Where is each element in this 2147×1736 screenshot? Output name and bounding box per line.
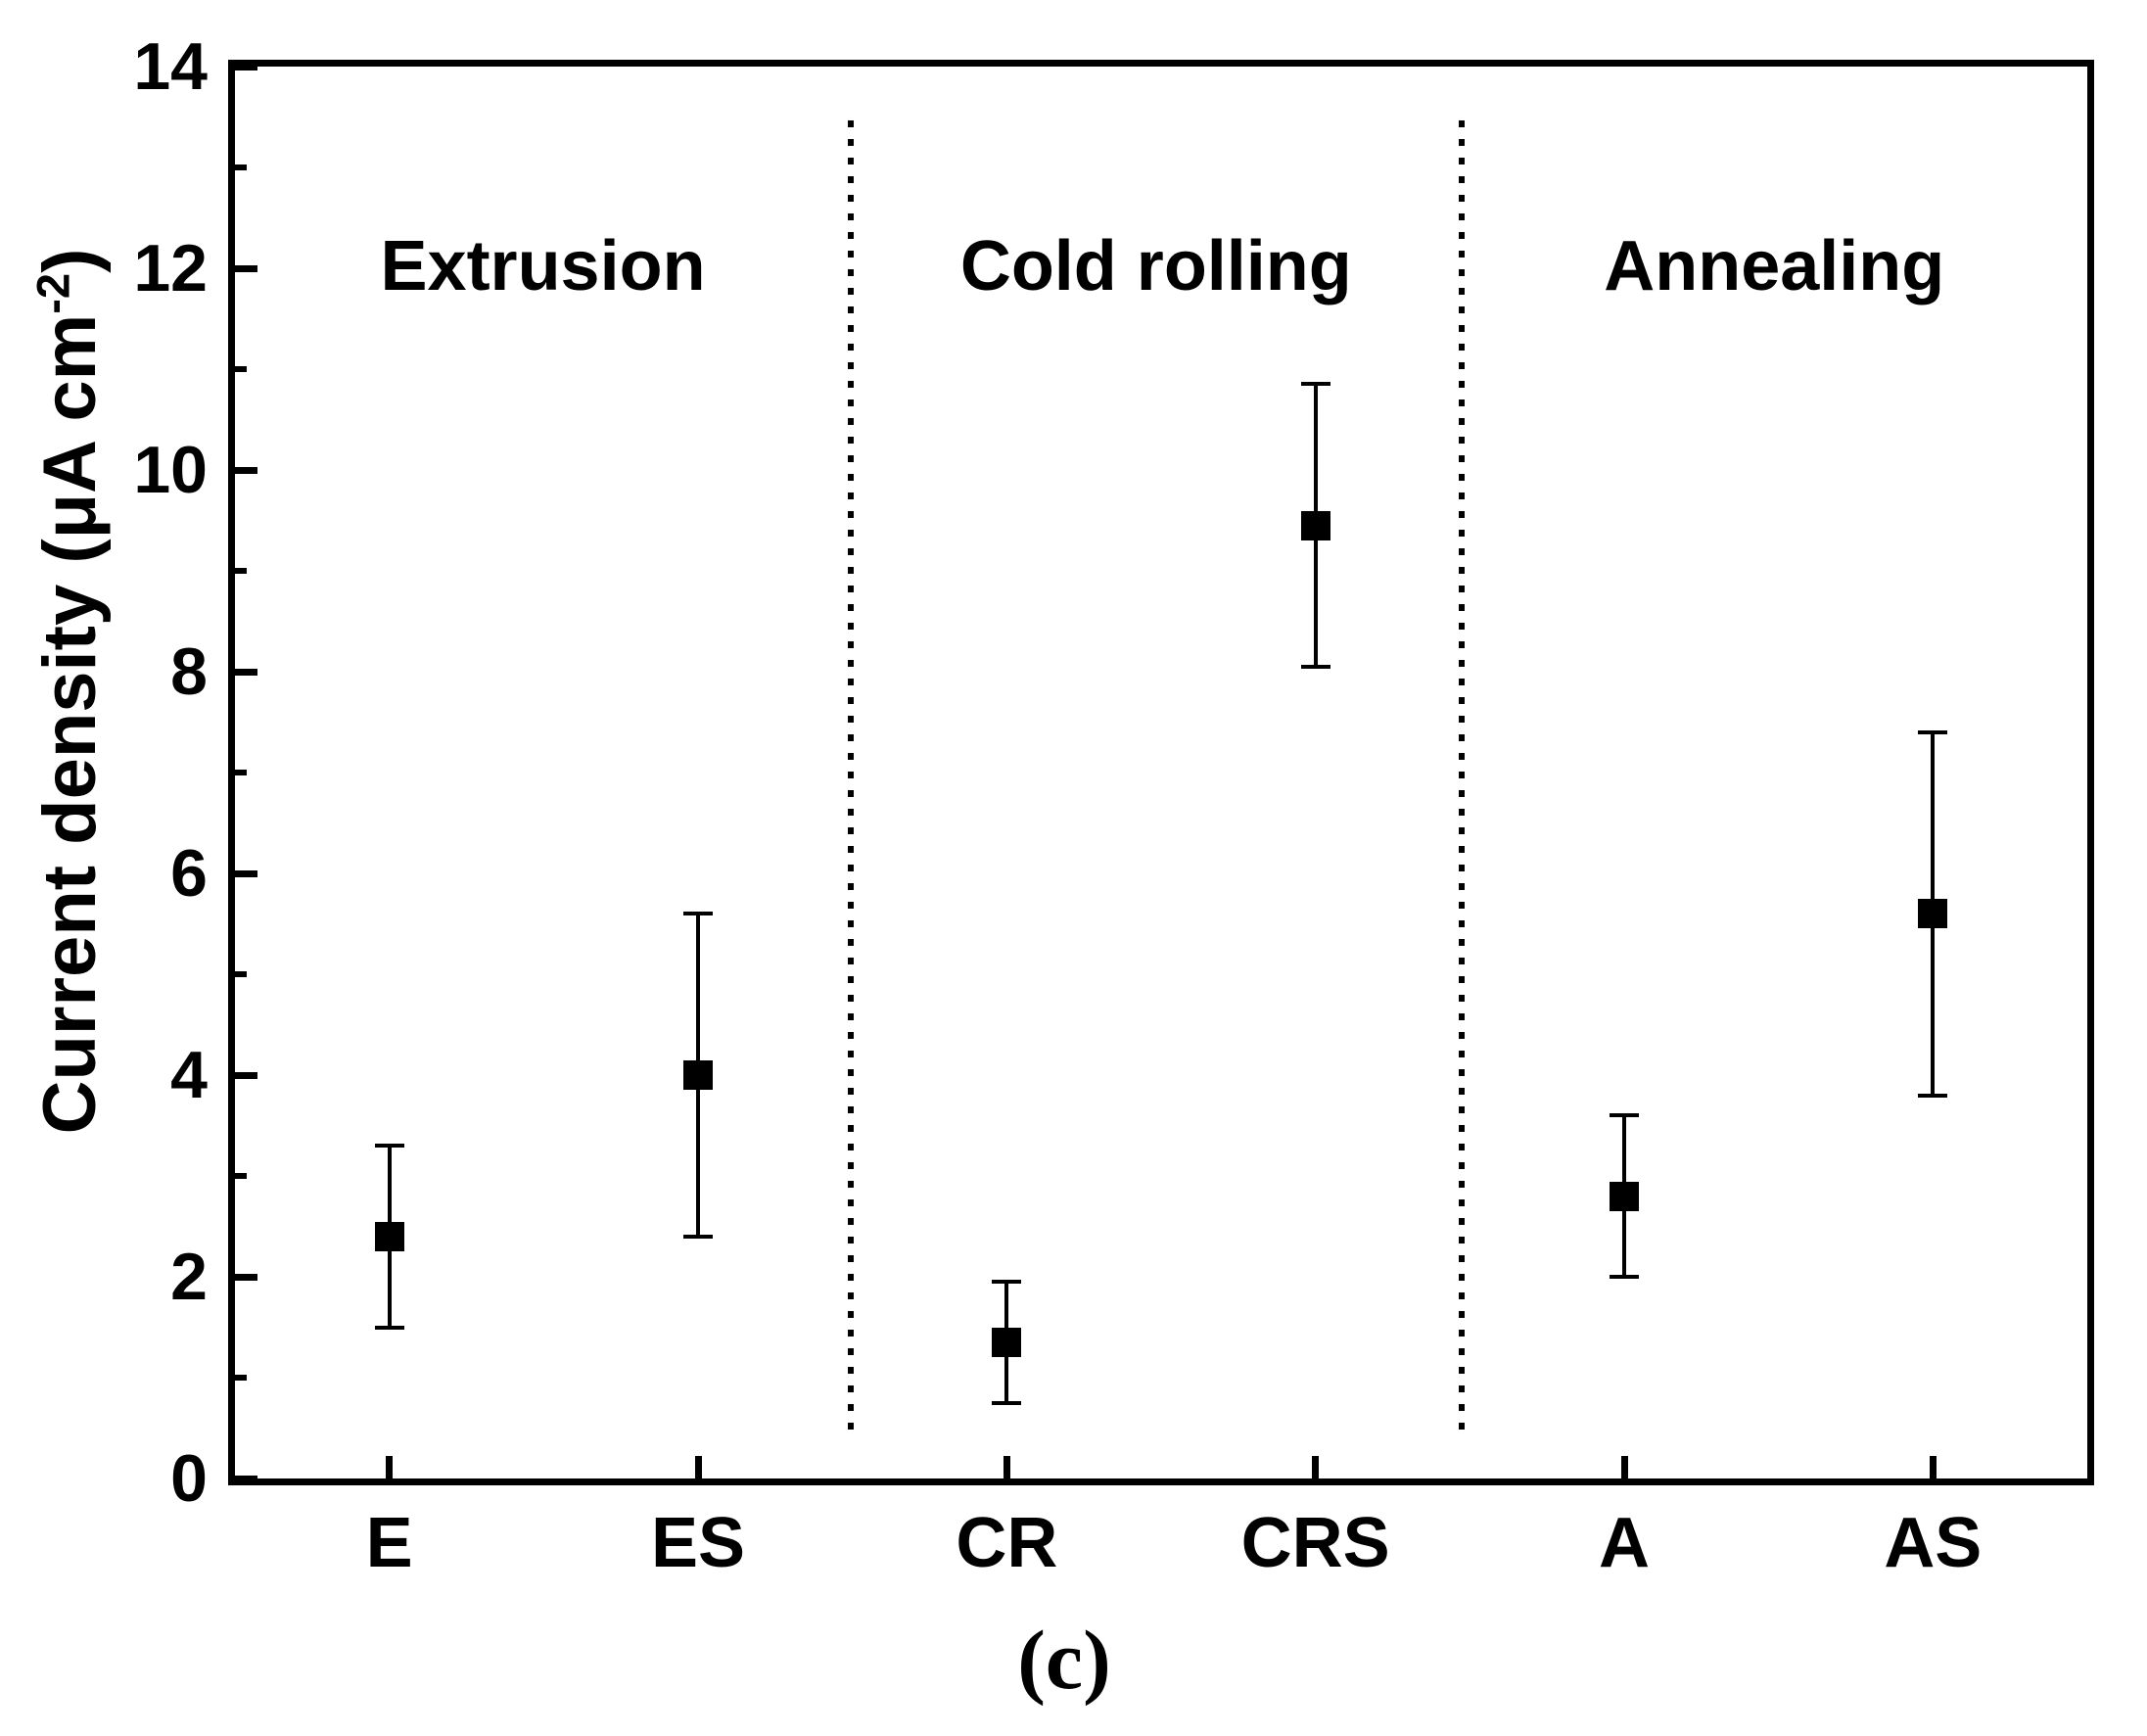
y-axis-tick-label: 0 [170, 1441, 208, 1516]
error-bar-cap-bottom-es [683, 1234, 713, 1239]
data-point-marker-cr [992, 1327, 1022, 1357]
figure-caption: (c) [1017, 1613, 1111, 1707]
y-major-tick [235, 1071, 257, 1079]
y-minor-tick [235, 1173, 247, 1179]
y-axis-tick-label: 8 [170, 634, 208, 709]
y-axis-tick-label: 12 [133, 231, 208, 305]
error-bar-cap-bottom-cr [992, 1400, 1022, 1405]
data-point-marker-e [374, 1221, 404, 1251]
data-point-marker-es [683, 1060, 713, 1090]
x-category-label-cr: CR [956, 1504, 1058, 1582]
y-minor-tick [235, 971, 247, 977]
error-bar-cap-top-crs [1300, 382, 1330, 387]
error-bar-cap-top-es [683, 912, 713, 916]
section-label-extrusion: Extrusion [380, 227, 706, 305]
x-tick [386, 1456, 394, 1478]
x-tick [1929, 1456, 1937, 1478]
y-minor-tick [235, 164, 247, 170]
y-major-tick [235, 869, 257, 877]
x-tick [1620, 1456, 1628, 1478]
y-axis-tick-label: 4 [170, 1038, 208, 1112]
data-point-marker-as [1918, 899, 1948, 929]
error-bar-cap-bottom-as [1918, 1093, 1948, 1098]
y-minor-tick [235, 1375, 247, 1381]
section-label-cold-rolling: Cold rolling [959, 227, 1352, 305]
y-minor-tick [235, 366, 247, 372]
error-bar-cap-top-cr [992, 1280, 1022, 1285]
x-category-label-crs: CRS [1240, 1504, 1390, 1582]
section-label-annealing: Annealing [1604, 227, 1945, 305]
y-axis-tick-label: 2 [170, 1240, 208, 1314]
x-tick [1003, 1456, 1010, 1478]
plot-frame [228, 60, 2094, 1485]
x-category-label-es: ES [650, 1504, 746, 1582]
y-axis-tick-label: 14 [133, 29, 208, 104]
section-separator-line [848, 120, 855, 1435]
error-bar-cap-top-as [1918, 729, 1948, 734]
x-category-label-a: A [1599, 1504, 1650, 1582]
error-bar-cap-top-e [374, 1144, 404, 1149]
y-axis-tick-label: 6 [170, 836, 208, 911]
y-axis-tick-label: 10 [133, 433, 208, 507]
y-major-tick [235, 668, 257, 676]
y-minor-tick [235, 770, 247, 775]
y-minor-tick [235, 568, 247, 574]
x-tick [1312, 1456, 1320, 1478]
error-bar-cap-bottom-e [374, 1325, 404, 1330]
error-bar-cap-top-a [1610, 1113, 1639, 1118]
data-point-marker-crs [1300, 510, 1330, 540]
x-category-label-as: AS [1884, 1504, 1983, 1582]
x-category-label-e: E [365, 1504, 413, 1582]
data-point-marker-a [1610, 1181, 1639, 1211]
y-major-tick [235, 264, 257, 272]
y-major-tick [235, 63, 257, 70]
error-bar-cap-bottom-a [1610, 1275, 1639, 1279]
y-major-tick [235, 1475, 257, 1482]
y-major-tick [235, 466, 257, 474]
y-major-tick [235, 1273, 257, 1281]
x-tick [694, 1456, 702, 1478]
error-bar-cap-bottom-crs [1300, 664, 1330, 669]
section-separator-line [1458, 120, 1465, 1435]
